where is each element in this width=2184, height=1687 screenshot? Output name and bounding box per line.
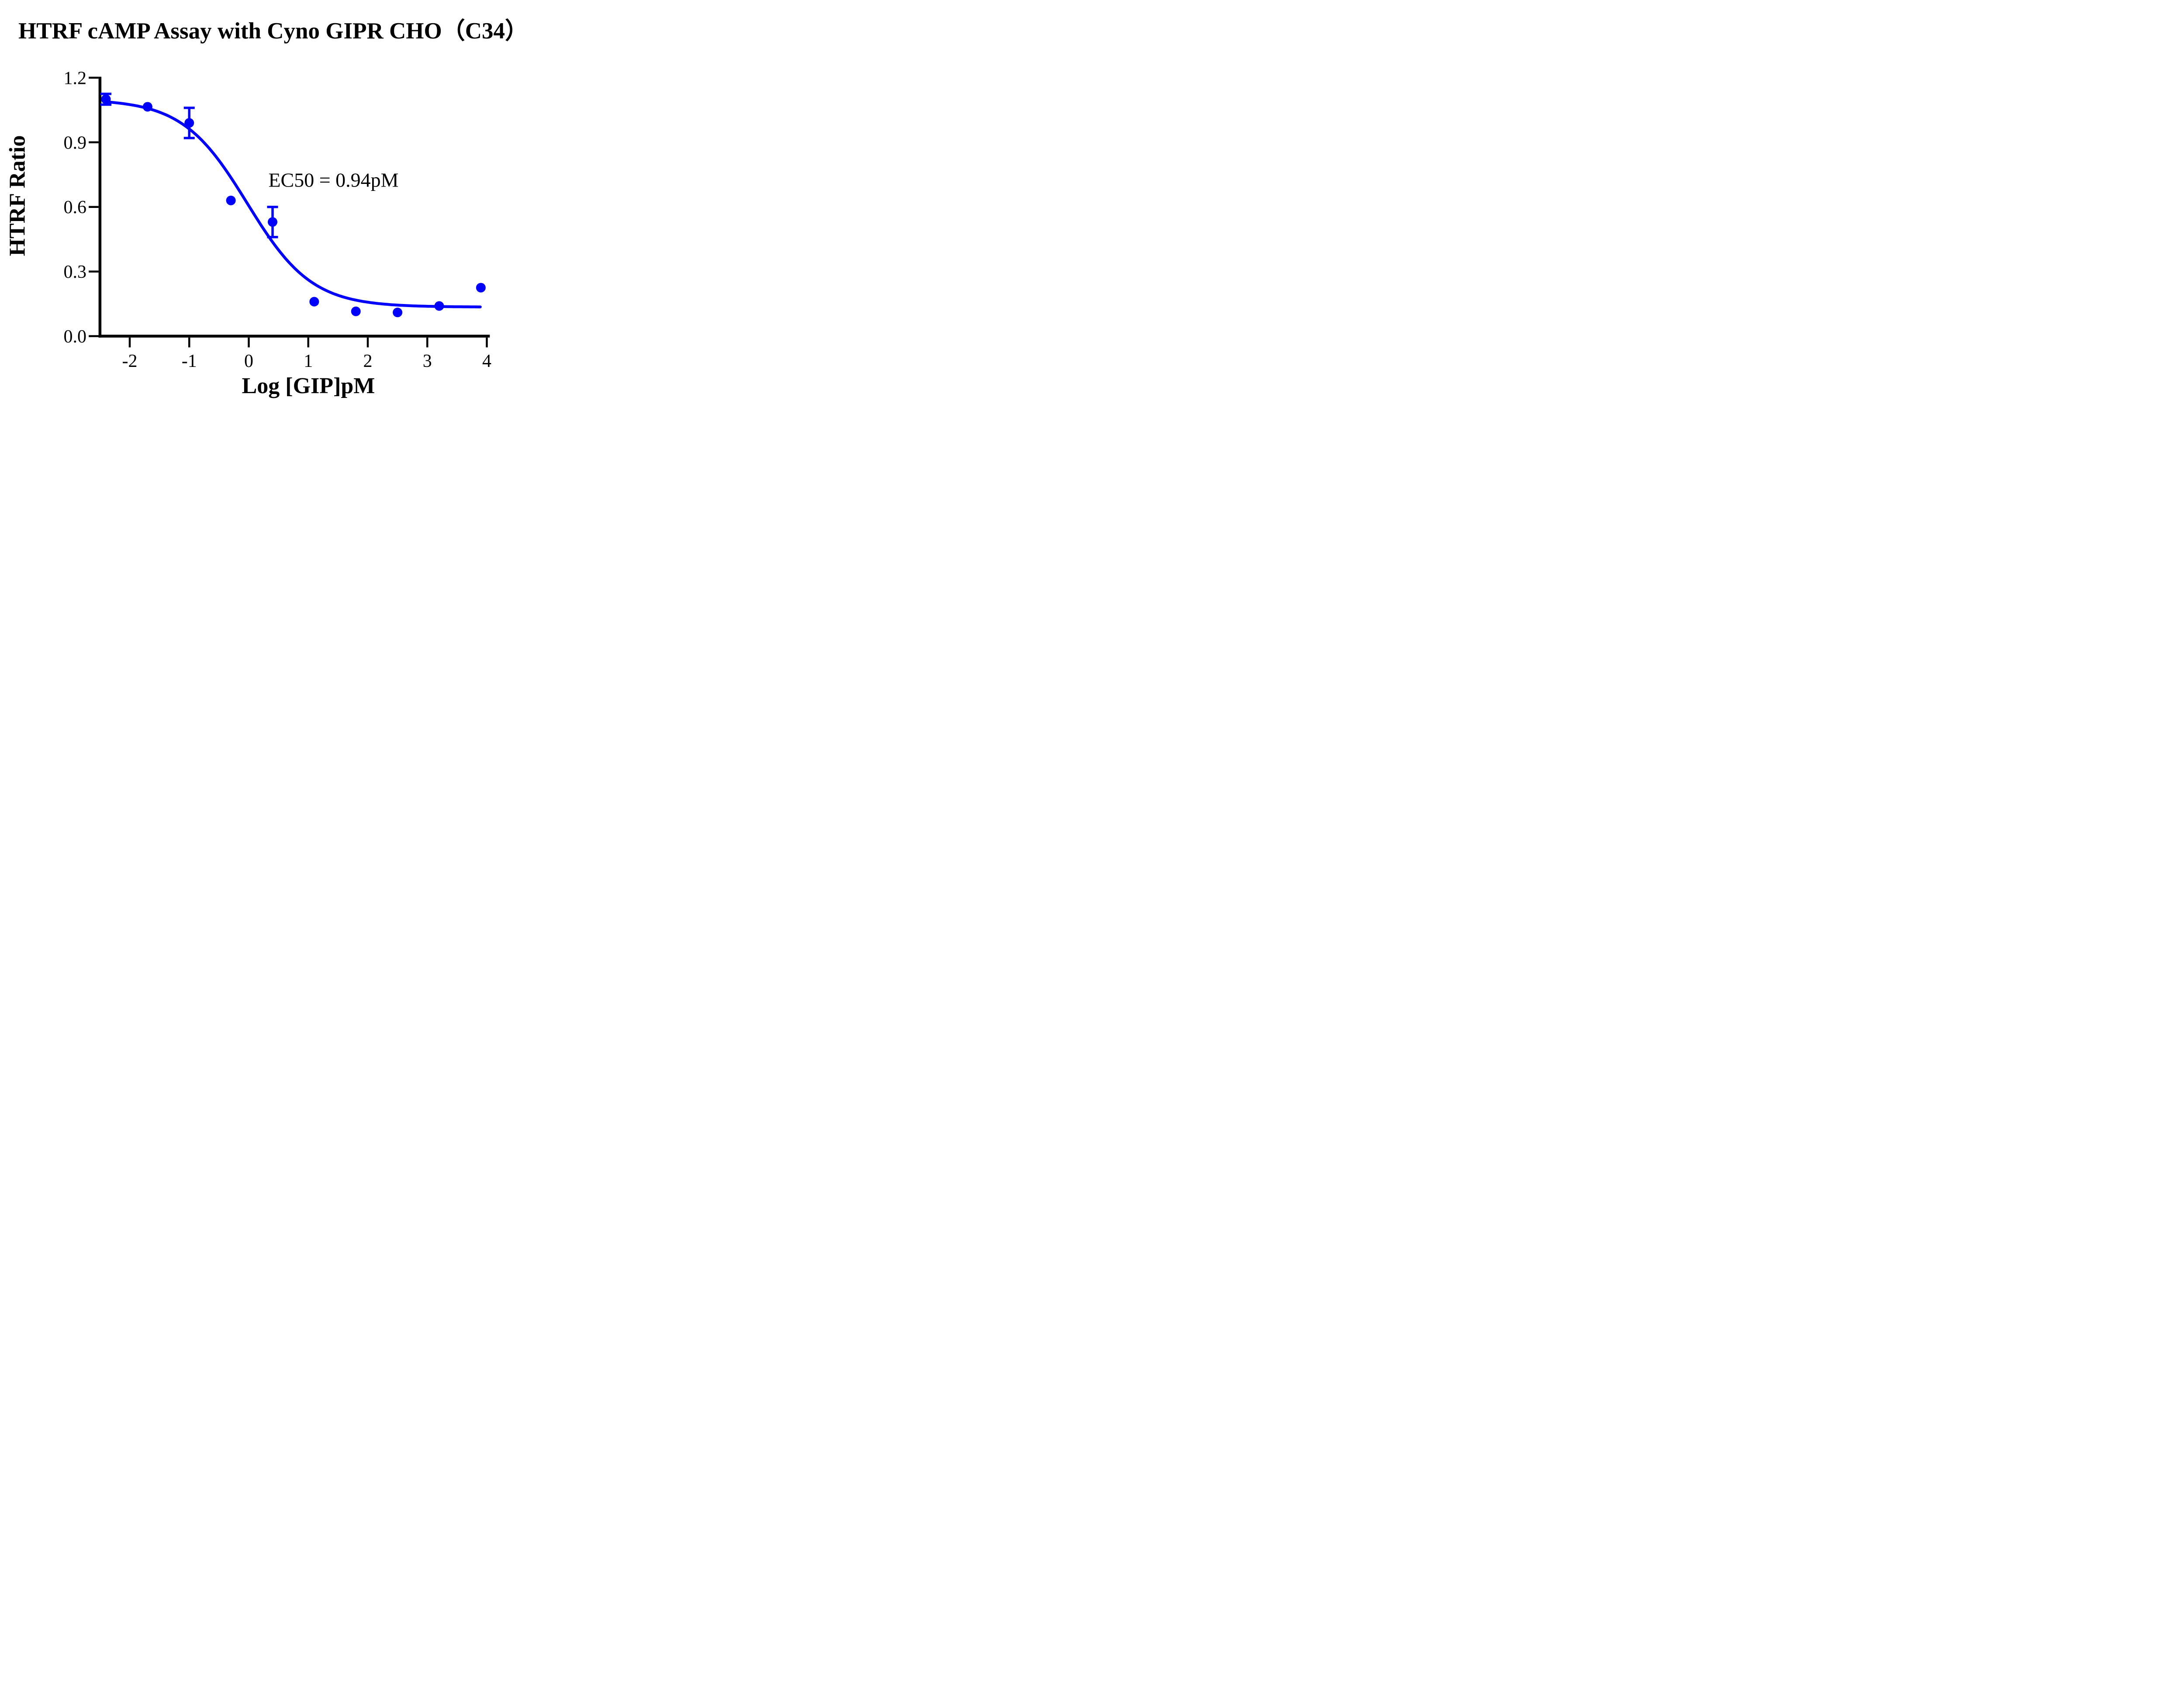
data-point (351, 306, 361, 316)
data-point (309, 297, 319, 307)
y-tick-label: 1.2 (64, 68, 87, 88)
x-tick-label: 1 (304, 351, 313, 371)
data-point (184, 118, 194, 128)
data-point (393, 308, 403, 318)
chart-title: HTRF cAMP Assay with Cyno GIPR CHO（C34） (18, 18, 529, 44)
ec50-annotation: EC50 = 0.94pM (268, 169, 399, 191)
x-tick-label: 3 (423, 351, 432, 371)
y-tick-label: 0.6 (64, 197, 87, 218)
y-tick-label: 0.3 (64, 262, 87, 282)
data-point (142, 102, 152, 112)
plot-area: 0.0 0.3 0.6 0.9 1.2 -2 -1 0 1 2 3 4 (64, 68, 492, 371)
data-point (226, 195, 236, 205)
x-tick-label: 4 (482, 351, 491, 371)
data-point (101, 94, 111, 104)
x-tick-label: 0 (244, 351, 253, 371)
data-point (268, 217, 277, 227)
x-tick-label: 2 (363, 351, 373, 371)
y-tick-label: 0.0 (64, 327, 87, 347)
data-point (476, 283, 486, 293)
x-tick-label: -1 (182, 351, 197, 371)
figure: HTRF cAMP Assay with Cyno GIPR CHO（C34） … (0, 0, 586, 422)
x-axis-title: Log [GIP]pM (242, 373, 375, 398)
y-tick-label: 0.9 (64, 133, 87, 153)
data-point (434, 301, 444, 311)
x-tick-label: -2 (122, 351, 138, 371)
fit-curve (105, 100, 482, 308)
